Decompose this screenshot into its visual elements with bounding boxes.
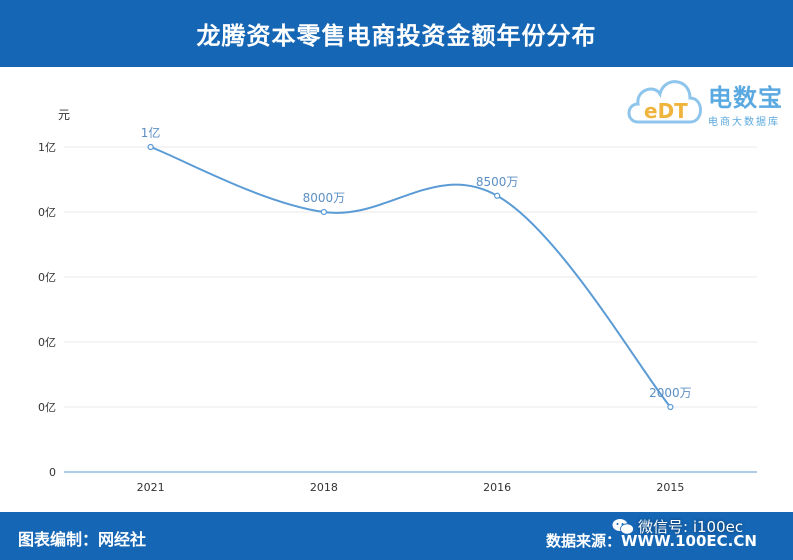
wechat-icon [612, 518, 634, 535]
chart-header: 龙腾资本零售电商投资金额年份分布 [0, 0, 793, 67]
x-tick-label: 2016 [483, 481, 511, 494]
data-label: 2000万 [649, 386, 692, 400]
data-point [667, 403, 674, 411]
cloud-logo-text: eDT [644, 99, 688, 123]
y-tick-labels: 0 0亿 0亿 0亿 0亿 1亿 [38, 141, 56, 479]
data-point [147, 143, 154, 151]
chart-title: 龙腾资本零售电商投资金额年份分布 [196, 22, 597, 50]
x-tick-label: 2018 [310, 481, 338, 494]
cloud-logo-icon: eDT [627, 80, 702, 124]
brand-subtitle: 电商大数据库 [708, 117, 780, 128]
x-tick-label: 2021 [137, 481, 165, 494]
y-tick-label: 0亿 [38, 336, 56, 349]
y-tick-label: 1亿 [38, 141, 56, 154]
x-tick-label: 2015 [656, 481, 684, 494]
wechat-watermark: 微信号: i100ec [612, 516, 743, 537]
data-point [320, 208, 327, 216]
data-point [494, 192, 501, 199]
data-label: 1亿 [141, 125, 161, 140]
edt-logo: eDT 电数宝 电商大数据库 [624, 72, 788, 136]
data-label: 8000万 [303, 191, 346, 205]
wechat-id: 微信号: i100ec [638, 518, 744, 536]
x-tick-labels: 2021 2018 2016 2015 [137, 481, 685, 494]
y-axis-unit: 元 [58, 108, 71, 122]
footer-credit: 图表编制：网经社 [18, 530, 147, 549]
series-line [150, 146, 672, 408]
y-tick-label: 0亿 [38, 271, 56, 284]
y-tick-label: 0亿 [38, 401, 56, 414]
line-chart: 0 0亿 0亿 0亿 0亿 1亿 2021 2018 2016 2015 1亿 8000万 8500… [38, 125, 757, 494]
grid-lines [64, 146, 757, 473]
data-points [147, 143, 674, 411]
y-tick-label: 0 [49, 466, 56, 479]
brand-name: 电数宝 [708, 84, 783, 112]
data-labels: 1亿 8000万 8500万 2000万 [141, 125, 692, 400]
chart-footer: 图表编制：网经社 数据来源：WWW.100EC.CN 微信号: i100ec [0, 512, 793, 560]
data-label: 8500万 [476, 175, 519, 189]
y-tick-label: 0亿 [38, 206, 56, 219]
footer-source: 数据来源：WWW.100EC.CN [546, 532, 757, 550]
